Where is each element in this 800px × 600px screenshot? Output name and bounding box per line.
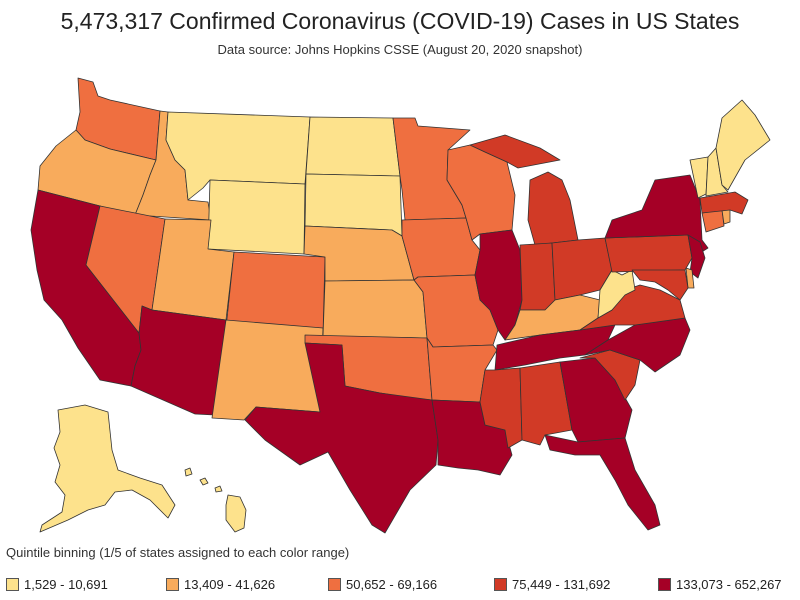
state-WY[interactable]: [207, 179, 306, 255]
state-DE[interactable]: [685, 267, 695, 289]
state-MI[interactable]: [469, 134, 579, 246]
legend-item-3: 50,652 - 69,166: [328, 574, 437, 594]
state-PA[interactable]: [604, 234, 693, 273]
legend-item-1: 1,529 - 10,691: [6, 574, 108, 594]
binning-note: Quintile binning (1/5 of states assigned…: [6, 545, 350, 560]
state-FL[interactable]: [544, 434, 661, 531]
state-IN[interactable]: [519, 242, 556, 311]
legend-label-3: 50,652 - 69,166: [346, 576, 438, 592]
legend-label-2: 13,409 - 41,626: [184, 576, 276, 592]
state-ND[interactable]: [305, 116, 401, 177]
legend: 1,529 - 10,691 13,409 - 41,626 50,652 - …: [0, 574, 800, 594]
state-NJ[interactable]: [687, 234, 706, 279]
state-NY[interactable]: [604, 174, 709, 254]
state-MD[interactable]: [631, 269, 689, 301]
state-CT[interactable]: [701, 209, 725, 233]
legend-swatch-5: [658, 577, 671, 591]
legend-swatch-2: [166, 577, 179, 591]
map-title: 5,473,317 Confirmed Coronavirus (COVID-1…: [60, 8, 740, 34]
states-layer: [30, 77, 771, 534]
legend-label-1: 1,529 - 10,691: [24, 576, 108, 592]
legend-item-5: 133,073 - 652,267: [658, 574, 782, 594]
state-NH[interactable]: [705, 147, 729, 197]
state-ME[interactable]: [715, 99, 771, 191]
map-subtitle: Data source: Johns Hopkins CSSE (August …: [217, 42, 583, 57]
state-MA[interactable]: [699, 191, 749, 215]
legend-label-4: 75,449 - 131,692: [512, 576, 611, 592]
legend-item-4: 75,449 - 131,692: [494, 574, 610, 594]
legend-swatch-4: [494, 577, 507, 591]
state-AK[interactable]: [39, 404, 176, 533]
state-AZ[interactable]: [130, 305, 227, 416]
state-NC[interactable]: [584, 317, 691, 373]
legend-item-2: 13,409 - 41,626: [166, 574, 275, 594]
state-IL[interactable]: [474, 229, 523, 341]
state-TX[interactable]: [244, 342, 439, 534]
legend-label-5: 133,073 - 652,267: [676, 576, 782, 592]
legend-swatch-3: [328, 577, 341, 591]
legend-swatch-1: [6, 577, 19, 591]
state-KS[interactable]: [322, 279, 428, 339]
state-HI[interactable]: [184, 467, 247, 533]
